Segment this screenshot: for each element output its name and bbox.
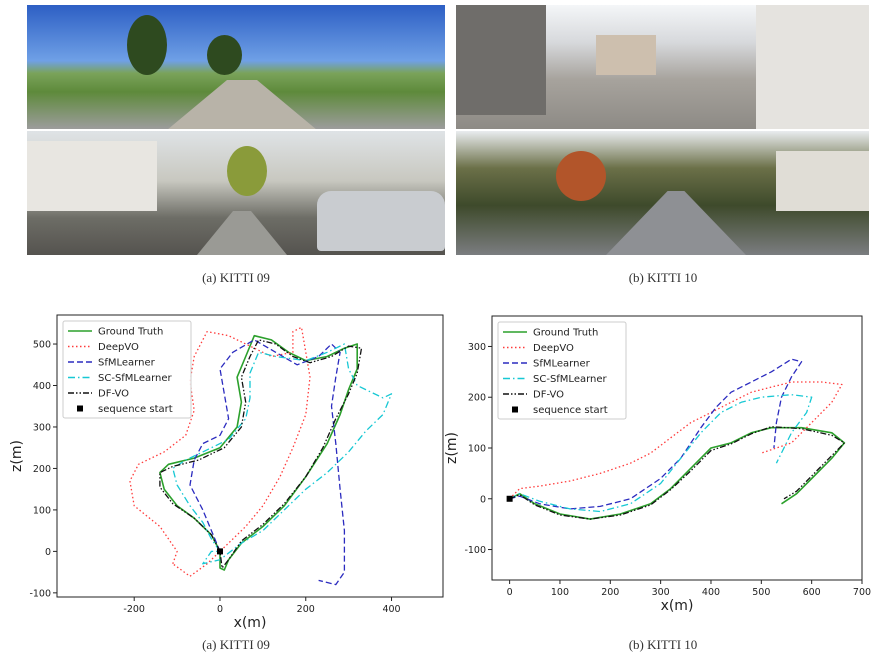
series-line-deepvo bbox=[129, 326, 311, 577]
legend-label: SfMLearner bbox=[98, 358, 156, 369]
legend-marker-swatch bbox=[512, 406, 518, 413]
caption-top-b: (b) KITTI 10 bbox=[628, 270, 698, 285]
x-tick-label: 200 bbox=[601, 587, 619, 598]
y-tick-label: 200 bbox=[33, 464, 51, 475]
y-tick-label: 500 bbox=[33, 340, 51, 351]
series-line-df-vo bbox=[159, 339, 363, 569]
series-line-sc-sfmlearner bbox=[509, 394, 813, 513]
legend-label: DeepVO bbox=[98, 342, 139, 353]
caption-bottom-b: (b) KITTI 10 bbox=[628, 637, 698, 652]
x-tick-label: -200 bbox=[123, 604, 145, 615]
series-line-sfmlearner bbox=[189, 339, 346, 586]
legend-label: DF-VO bbox=[98, 389, 129, 400]
x-tick-label: 400 bbox=[382, 604, 400, 615]
y-axis-label: z(m) bbox=[444, 432, 460, 464]
y-tick-label: 400 bbox=[33, 381, 51, 392]
y-tick-label: 0 bbox=[45, 547, 51, 558]
legend-label: DF-VO bbox=[533, 390, 564, 401]
series-line-sfmlearner bbox=[509, 358, 803, 510]
series-line-df-vo bbox=[509, 426, 846, 520]
kitti-10-photo-bottom bbox=[456, 131, 869, 255]
sequence-start-marker bbox=[216, 548, 223, 555]
series-line-sc-sfmlearner bbox=[172, 343, 393, 565]
legend-label: Ground Truth bbox=[98, 327, 163, 338]
legend-box bbox=[497, 321, 627, 420]
kitti-10-photo-top bbox=[456, 5, 869, 129]
legend-label: sequence start bbox=[533, 405, 608, 416]
y-tick-label: 300 bbox=[33, 422, 51, 433]
legend-label: SC-SfMLearner bbox=[98, 373, 173, 384]
y-tick-label: -100 bbox=[29, 588, 51, 599]
legend-marker-swatch bbox=[77, 405, 83, 412]
x-axis-label: x(m) bbox=[661, 598, 694, 614]
y-axis-label: z(m) bbox=[9, 440, 25, 472]
x-tick-label: 300 bbox=[652, 587, 670, 598]
x-tick-label: 200 bbox=[297, 604, 315, 615]
x-tick-label: 400 bbox=[702, 587, 720, 598]
legend-box bbox=[62, 320, 192, 419]
x-axis-label: x(m) bbox=[234, 615, 267, 631]
caption-top-a: (a) KITTI 09 bbox=[202, 270, 270, 285]
x-tick-label: 700 bbox=[853, 587, 871, 598]
y-tick-label: 100 bbox=[468, 444, 486, 455]
x-tick-label: 0 bbox=[507, 587, 513, 598]
series-line-ground-truth bbox=[509, 426, 846, 520]
legend-label: Ground Truth bbox=[533, 328, 598, 339]
x-tick-label: 500 bbox=[752, 587, 770, 598]
x-tick-label: 0 bbox=[217, 604, 223, 615]
x-tick-label: 100 bbox=[551, 587, 569, 598]
legend-label: SC-SfMLearner bbox=[533, 374, 608, 385]
caption-bottom-a: (a) KITTI 09 bbox=[202, 637, 270, 652]
y-tick-label: 100 bbox=[33, 505, 51, 516]
legend-label: SfMLearner bbox=[533, 359, 591, 370]
y-tick-label: 300 bbox=[468, 342, 486, 353]
y-tick-label: -100 bbox=[464, 545, 486, 556]
legend-label: DeepVO bbox=[533, 343, 574, 354]
y-tick-label: 0 bbox=[480, 494, 486, 505]
y-tick-label: 200 bbox=[468, 393, 486, 404]
kitti-09-photo-bottom bbox=[27, 131, 445, 255]
legend-label: sequence start bbox=[98, 404, 173, 415]
sequence-start-marker bbox=[506, 495, 513, 502]
x-tick-label: 600 bbox=[803, 587, 821, 598]
kitti-09-photo-top bbox=[27, 5, 445, 129]
